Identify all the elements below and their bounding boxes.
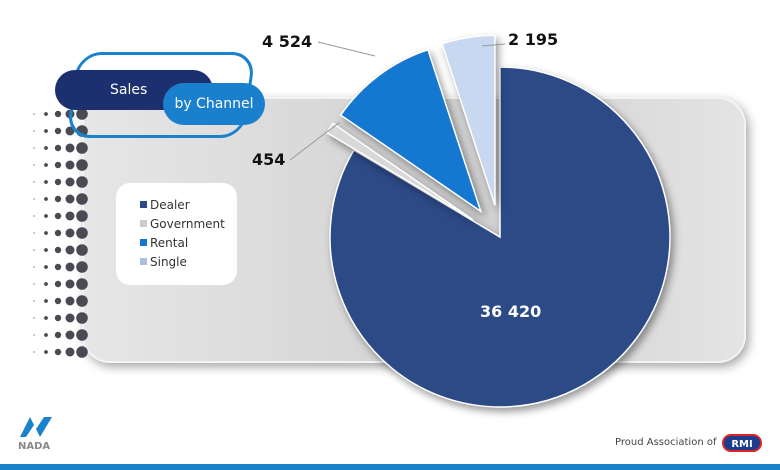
legend-swatch [140, 239, 147, 246]
legend: Dealer Government Rental Single [116, 183, 237, 285]
pie-slice-government [325, 122, 474, 221]
leader-line [289, 121, 341, 161]
legend-item-dealer: Dealer [116, 195, 237, 214]
pie-slice-single [441, 34, 496, 206]
data-label-rental: 4 524 [262, 32, 313, 51]
pie-slice-rental [339, 48, 483, 214]
legend-label: Rental [150, 235, 189, 250]
legend-label: Government [150, 216, 225, 231]
association-text: Proud Association of [615, 437, 717, 448]
footer-bar [0, 464, 780, 470]
leader-line [317, 41, 376, 57]
pie-slice-dealer [329, 66, 671, 408]
leader-line [481, 43, 506, 47]
legend-item-rental: Rental [116, 233, 237, 252]
legend-label: Dealer [150, 197, 190, 212]
dot-pattern [33, 110, 88, 358]
legend-item-single: Single [116, 252, 237, 271]
nada-brand: NADA [18, 441, 51, 452]
legend-swatch [140, 258, 147, 265]
data-label-dealer: 36 420 [480, 302, 542, 321]
title-by-channel: by Channel [163, 83, 265, 125]
legend-swatch [140, 201, 147, 208]
data-label-single: 2 195 [508, 30, 559, 49]
legend-item-government: Government [116, 214, 237, 233]
legend-label: Single [150, 254, 187, 269]
data-label-government: 454 [252, 150, 286, 169]
legend-swatch [140, 220, 147, 227]
nada-logo [20, 417, 52, 437]
rmi-logo: RMI [722, 434, 762, 452]
